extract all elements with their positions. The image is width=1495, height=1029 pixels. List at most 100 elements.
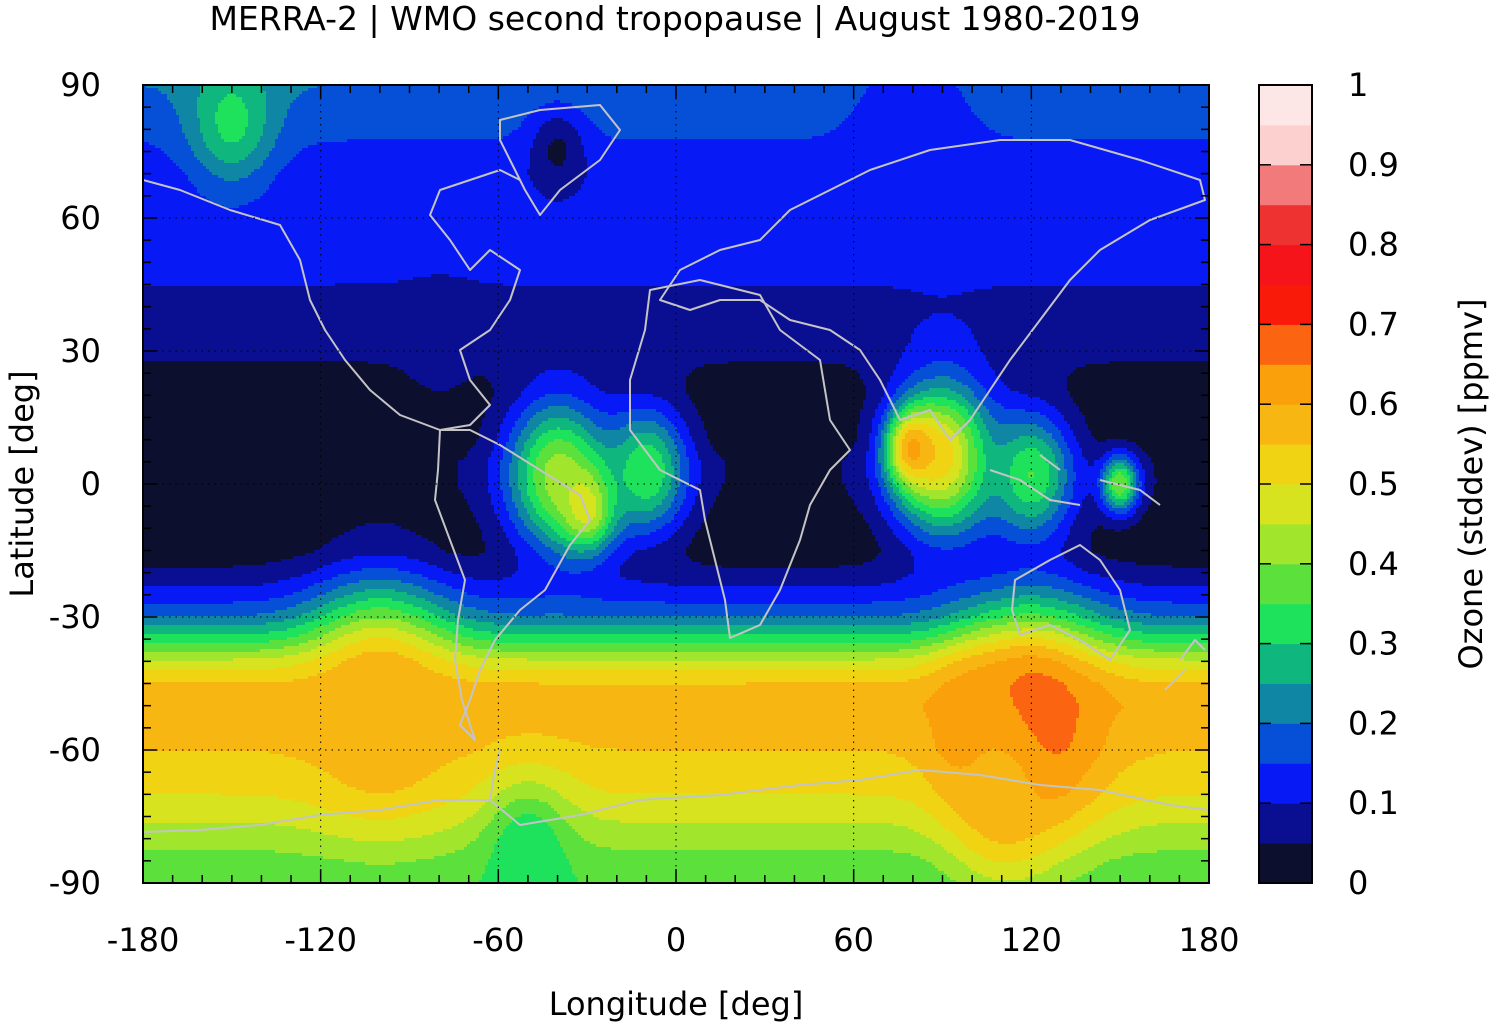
heatmap-cell: [473, 100, 477, 104]
heatmap-cell: [425, 94, 429, 98]
heatmap-cell: [572, 88, 576, 92]
heatmap-cell: [665, 97, 669, 101]
heatmap-cell: [707, 94, 711, 98]
heatmap-cell: [422, 94, 426, 98]
heatmap-cell: [311, 94, 315, 98]
heatmap-cell: [455, 91, 459, 95]
heatmap-cell: [539, 91, 543, 95]
heatmap-cell: [443, 97, 447, 101]
heatmap-cell: [416, 88, 420, 92]
heatmap-cell: [824, 97, 828, 101]
heatmap-cell: [191, 97, 195, 101]
heatmap-cell: [212, 91, 216, 95]
heatmap-cell: [998, 97, 1002, 101]
heatmap-cell: [1061, 94, 1065, 98]
heatmap-cell: [146, 94, 150, 98]
heatmap-cell: [1142, 88, 1146, 92]
heatmap-cell: [278, 91, 282, 95]
heatmap-cell: [536, 88, 540, 92]
heatmap-cell: [494, 91, 498, 95]
heatmap-cell: [809, 97, 813, 101]
heatmap-cell: [221, 100, 225, 104]
heatmap-cell: [386, 91, 390, 95]
heatmap-cell: [149, 91, 153, 95]
heatmap-cell: [1127, 88, 1131, 92]
heatmap-cell: [1091, 91, 1095, 95]
heatmap-cell: [248, 100, 252, 104]
heatmap-cell: [224, 94, 228, 98]
heatmap-cell: [749, 88, 753, 92]
heatmap-cell: [1193, 94, 1197, 98]
heatmap-cell: [1181, 94, 1185, 98]
heatmap-cell: [1022, 94, 1026, 98]
heatmap-cell: [785, 88, 789, 92]
heatmap-cell: [1073, 91, 1077, 95]
heatmap-cell: [524, 88, 528, 92]
heatmap-cell: [188, 91, 192, 95]
heatmap-cell: [254, 91, 258, 95]
heatmap-cell: [875, 97, 879, 101]
heatmap-cell: [713, 91, 717, 95]
heatmap-cell: [545, 88, 549, 92]
heatmap-cell: [512, 94, 516, 98]
heatmap-cell: [1043, 97, 1047, 101]
heatmap-cell: [854, 94, 858, 98]
heatmap-cell: [239, 91, 243, 95]
heatmap-cell: [677, 94, 681, 98]
heatmap-cell: [776, 94, 780, 98]
heatmap-cell: [407, 100, 411, 104]
heatmap-cell: [425, 88, 429, 92]
heatmap-cell: [350, 97, 354, 101]
heatmap-cell: [1055, 94, 1059, 98]
heatmap-cell: [839, 91, 843, 95]
heatmap-cell: [773, 97, 777, 101]
heatmap-cell: [509, 94, 513, 98]
heatmap-cell: [221, 91, 225, 95]
heatmap-cell: [833, 94, 837, 98]
heatmap-cell: [164, 94, 168, 98]
heatmap-cell: [224, 88, 228, 92]
heatmap-cell: [776, 97, 780, 101]
heatmap-cell: [629, 88, 633, 92]
heatmap-cell: [914, 88, 918, 92]
heatmap-cell: [536, 91, 540, 95]
heatmap-cell: [539, 97, 543, 101]
heatmap-cell: [551, 88, 555, 92]
heatmap-cell: [767, 94, 771, 98]
heatmap-cell: [983, 94, 987, 98]
heatmap-cell: [1019, 91, 1023, 95]
heatmap-cell: [641, 94, 645, 98]
heatmap-cell: [440, 91, 444, 95]
heatmap-cell: [1022, 97, 1026, 101]
heatmap-cell: [980, 91, 984, 95]
heatmap-cell: [344, 91, 348, 95]
heatmap-cell: [170, 97, 174, 101]
heatmap-cell: [410, 100, 414, 104]
heatmap-cell: [935, 91, 939, 95]
heatmap-cell: [1115, 91, 1119, 95]
heatmap-cell: [431, 91, 435, 95]
heatmap-cell: [713, 94, 717, 98]
heatmap-cell: [401, 91, 405, 95]
heatmap-cell: [1070, 91, 1074, 95]
heatmap-cell: [575, 97, 579, 101]
heatmap-cell: [473, 91, 477, 95]
heatmap-cell: [413, 97, 417, 101]
heatmap-cell: [1184, 91, 1188, 95]
heatmap-cell: [383, 100, 387, 104]
heatmap-cell: [1154, 91, 1158, 95]
heatmap-cell: [164, 88, 168, 92]
heatmap-cell: [995, 94, 999, 98]
heatmap-cell: [347, 97, 351, 101]
heatmap-cell: [758, 97, 762, 101]
heatmap-cell: [1046, 88, 1050, 92]
heatmap-cell: [335, 97, 339, 101]
heatmap-cell: [647, 91, 651, 95]
heatmap-cell: [488, 94, 492, 98]
heatmap-cell: [338, 91, 342, 95]
heatmap-cell: [620, 88, 624, 92]
heatmap-cell: [302, 100, 306, 104]
heatmap-cell: [1037, 97, 1041, 101]
heatmap-cell: [968, 91, 972, 95]
heatmap-cell: [872, 88, 876, 92]
